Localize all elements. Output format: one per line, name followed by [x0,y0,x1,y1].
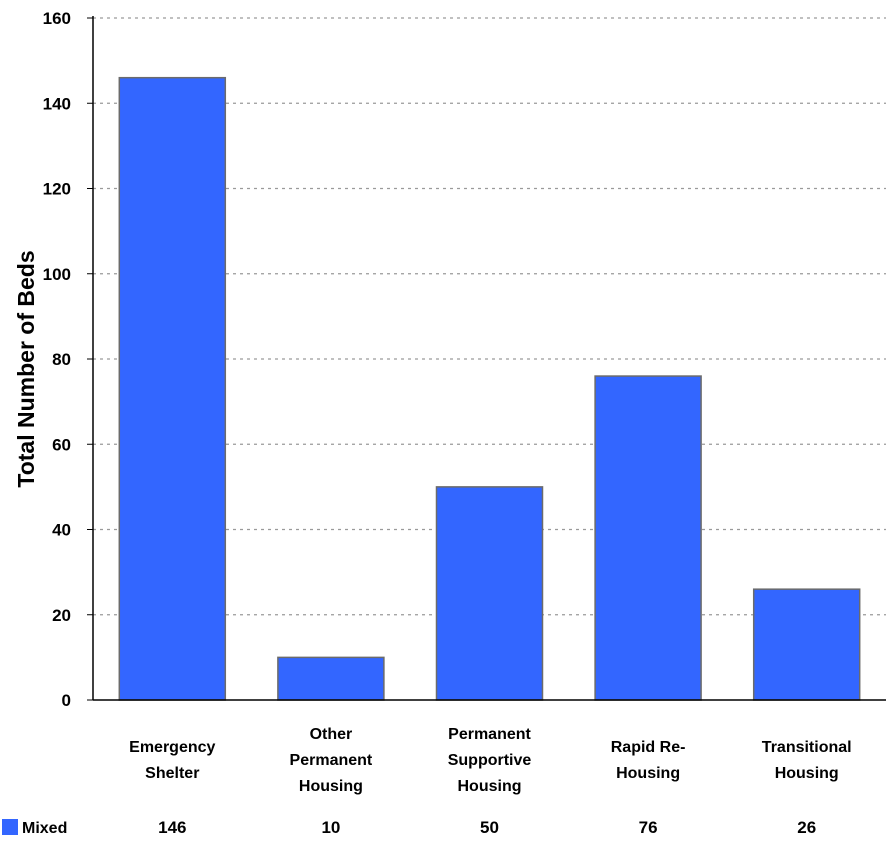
y-tick-label: 20 [52,606,71,625]
y-tick-label: 60 [52,435,71,454]
data-table-value: 10 [321,818,340,837]
y-tick-label: 40 [52,521,71,540]
y-tick-label: 100 [43,265,71,284]
x-tick-labels: Emergency Shelter Other Permanent Housing Per… [129,726,851,795]
x-tick-label: Other Permanent Housing [290,726,373,795]
x-tick-label: Emergency Shelter [129,739,215,782]
data-table-value: 50 [480,818,499,837]
y-axis-label: Total Number of Beds [13,250,39,487]
axes [92,16,886,701]
bar [752,588,861,701]
legend-label: Mixed [22,820,67,837]
y-tick-label: 160 [43,9,71,28]
legend-swatch [2,819,18,835]
bars [118,76,861,701]
data-table-value: 76 [639,818,658,837]
x-tick-label: Transitional Housing [762,739,852,782]
x-tick-label: Permanent Supportive Housing [448,726,532,795]
y-tick-labels: 0 20 40 60 80 100 120 140 160 [43,9,71,710]
x-tick-label: Rapid Re-Housing [611,739,686,782]
y-tick-label: 0 [62,691,71,710]
bar [277,656,385,701]
y-tick-label: 120 [43,180,71,199]
data-table-value: 146 [158,818,186,837]
data-table-value: 26 [797,818,816,837]
y-tick-label: 140 [43,94,71,113]
y-tick-label: 80 [52,350,71,369]
bar [594,375,702,701]
data-table: Mixed 146 10 50 76 26 [2,818,816,837]
bar [435,486,544,701]
bar [118,76,227,701]
